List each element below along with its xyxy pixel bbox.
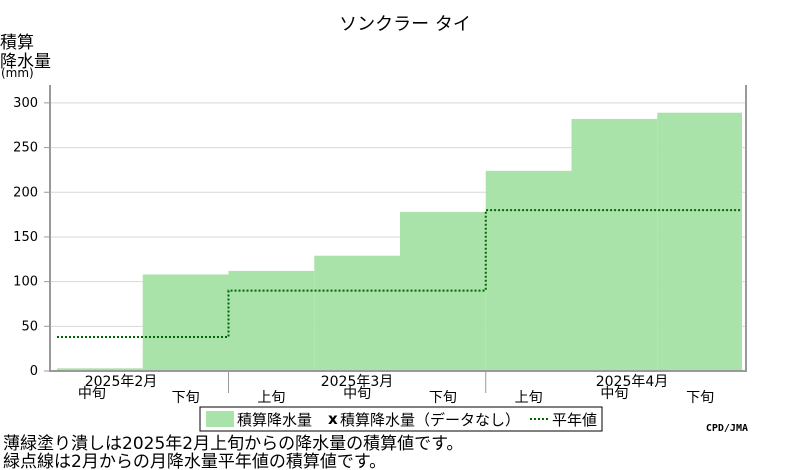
dekad-label: 下旬 [172,390,200,406]
dekad-label: 下旬 [686,390,714,406]
legend-swatch-accumulated [206,411,234,427]
bar [142,274,229,371]
y-tick-labels: 0 50 100 150 200 250 300 [13,96,50,379]
month-label: 2025年4月 [596,374,669,390]
y-axis-label-line1: 積算 [0,33,34,53]
note-line-2: 緑点線は2月からの月降水量平年値の積算値です。 [3,452,386,470]
dekad-label: 中旬 [78,386,106,402]
legend-label-accumulated: 積算降水量 [237,411,312,429]
bar [228,270,315,371]
bar [571,118,658,372]
bar [485,170,572,371]
legend-label-no-data: 積算降水量（データなし） [340,411,520,429]
dekad-label: 上旬 [257,390,285,406]
chart-title: ソンクラー タイ [339,14,471,35]
bar [57,368,143,371]
credit: CPD/JMA [706,423,748,434]
dekad-label: 下旬 [429,390,457,406]
y-tick-label: 200 [13,185,38,200]
note-line-1: 薄緑塗り潰しは2025年2月上旬からの降水量の積算値です。 [3,433,463,454]
y-tick-label: 50 [21,319,38,334]
dekad-label: 中旬 [343,386,371,402]
month-label: 2025年2月 [85,374,158,390]
y-tick-label: 250 [13,141,38,156]
dekad-label: 上旬 [515,390,543,406]
month-label: 2025年3月 [321,374,394,390]
legend-label-normal: 平年値 [552,411,597,429]
legend-marker-no-data: x [328,410,338,428]
dekad-label: 中旬 [600,386,628,402]
y-tick-label: 0 [30,364,38,379]
y-tick-label: 150 [13,230,38,245]
legend: 積算降水量 x 積算降水量（データなし） 平年値 [199,406,603,432]
y-tick-label: 300 [13,96,38,111]
y-tick-label: 100 [13,275,38,290]
normal-line [57,209,742,339]
y-axis-unit: (mm) [1,66,34,80]
y-axis-label-line2: 降水量 [0,52,51,72]
bars [57,112,742,372]
bar [314,255,400,371]
plot-frame [49,85,747,372]
bar [657,112,742,372]
